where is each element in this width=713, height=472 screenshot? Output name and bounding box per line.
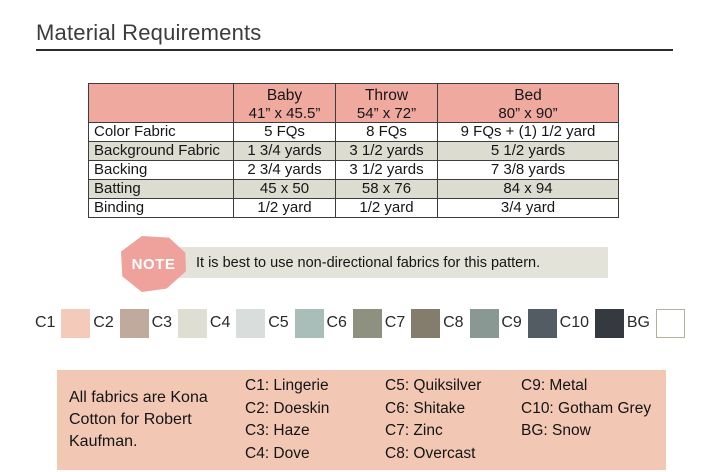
row-label: Background Fabric: [88, 141, 234, 161]
swatch-item-c5: C5: [268, 308, 324, 338]
swatch-item-c4: C4: [209, 308, 266, 338]
swatch-item-c8: C8: [443, 308, 499, 338]
fabric-legend-box: All fabrics are Kona Cotton for Robert K…: [57, 370, 666, 470]
row-label: Backing: [88, 160, 234, 180]
cell-baby: 2 3/4 yards: [233, 160, 336, 180]
swatch-item-c10: C10: [559, 308, 625, 338]
legend-entry: C6: Shitake: [385, 399, 466, 417]
swatch-color-c9: [527, 308, 557, 338]
page-title: Material Requirements: [36, 20, 262, 45]
swatch-label: BG: [626, 314, 650, 331]
swatch-color-c7: [411, 308, 441, 338]
swatch-color-c4: [236, 308, 266, 338]
note-text: It is best to use non-directional fabric…: [196, 254, 541, 271]
swatch-label: C9: [501, 314, 522, 331]
cell-bed: 5 1/2 yards: [437, 141, 619, 161]
cell-throw: 8 FQs: [335, 122, 438, 142]
swatch-label: C3: [151, 314, 173, 331]
cell-throw: 58 x 76: [335, 179, 438, 199]
column-size-baby: 41” x 45.5”: [248, 105, 321, 122]
table-row-background-fabric: Background Fabric 1 3/4 yards 3 1/2 yard…: [88, 141, 619, 161]
note-badge-label: NOTE: [131, 255, 176, 273]
legend-entry: C7: Zinc: [385, 422, 443, 439]
cell-baby: 45 x 50: [233, 179, 336, 199]
row-label: Color Fabric: [88, 122, 234, 142]
swatch-item-c1: C1: [35, 308, 91, 338]
table-row-batting: Batting 45 x 50 58 x 76 84 x 94: [88, 179, 619, 199]
legend-entry: C5: Quiksilver: [385, 377, 482, 394]
cell-bed: 84 x 94: [437, 179, 619, 199]
swatch-item-c2: C2: [93, 308, 149, 338]
note-bar: It is best to use non-directional fabric…: [173, 247, 608, 278]
swatch-label: C1: [35, 314, 56, 331]
swatch-item-c6: C6: [326, 308, 382, 338]
legend-intro: All fabrics are Kona Cotton for Robert K…: [69, 389, 208, 450]
header-cell-throw: Throw 54” x 72”: [335, 83, 438, 123]
column-name-bed: Bed: [514, 87, 542, 104]
legend-entry: C4: Dove: [245, 444, 310, 462]
swatch-label: C10: [559, 314, 590, 331]
row-label: Binding: [88, 198, 234, 218]
swatch-label: C6: [326, 314, 347, 331]
legend-entry: C1: Lingerie: [245, 377, 329, 394]
swatch-color-bg: [656, 308, 685, 338]
swatch-label: C4: [209, 314, 231, 331]
legend-column-1: C1: Lingerie C2: Doeskin C3: Haze C4: Do…: [245, 375, 329, 465]
column-size-bed: 80” x 90”: [498, 105, 558, 122]
legend-column-3: C9: Metal C10: Gotham Grey BG: Snow: [521, 375, 651, 443]
cell-throw: 1/2 yard: [335, 198, 438, 218]
column-size-throw: 54” x 72”: [356, 105, 417, 122]
title-underline: [36, 49, 673, 51]
fabric-swatch-row: C1 C2 C3 C4 C5 C6 C7 C8: [35, 308, 685, 338]
material-requirements-table: Baby 41” x 45.5” Throw 54” x 72” Bed 80”…: [88, 83, 619, 218]
row-label: Batting: [88, 179, 234, 199]
swatch-label: C5: [268, 314, 289, 331]
swatch-label: C7: [384, 314, 406, 331]
swatch-color-c6: [352, 308, 382, 338]
legend-entry: C8: Overcast: [385, 444, 476, 462]
cell-bed: 7 3/8 yards: [437, 160, 619, 180]
table-row-color-fabric: Color Fabric 5 FQs 8 FQs 9 FQs + (1) 1/2…: [88, 122, 619, 142]
swatch-label: C8: [443, 314, 464, 331]
swatch-item-bg: BG: [626, 308, 685, 338]
table-header-row: Baby 41” x 45.5” Throw 54” x 72” Bed 80”…: [88, 83, 619, 123]
cell-bed: 3/4 yard: [437, 198, 619, 218]
header-cell-baby: Baby 41” x 45.5”: [233, 83, 336, 123]
swatch-item-c3: C3: [151, 308, 208, 338]
swatch-color-c3: [178, 308, 208, 338]
swatch-color-c1: [61, 308, 91, 338]
legend-entry: C3: Haze: [245, 422, 310, 439]
legend-column-2: C5: Quiksilver C6: Shitake C7: Zinc C8: …: [385, 375, 481, 465]
swatch-item-c9: C9: [501, 308, 557, 338]
swatch-label: C2: [93, 314, 114, 331]
swatch-color-c2: [119, 308, 149, 338]
cell-bed: 9 FQs + (1) 1/2 yard: [437, 122, 619, 142]
cell-throw: 3 1/2 yards: [335, 141, 438, 161]
note-badge: NOTE: [121, 236, 186, 292]
legend-entry: BG: Snow: [521, 422, 591, 439]
cell-baby: 1 3/4 yards: [233, 141, 336, 161]
column-name-throw: Throw: [364, 87, 409, 104]
table-row-binding: Binding 1/2 yard 1/2 yard 3/4 yard: [88, 198, 619, 218]
swatch-color-c5: [294, 308, 324, 338]
table-row-backing: Backing 2 3/4 yards 3 1/2 yards 7 3/8 ya…: [88, 160, 619, 180]
cell-baby: 5 FQs: [233, 122, 336, 142]
swatch-item-c7: C7: [384, 308, 441, 338]
legend-entry: C10: Gotham Grey: [521, 399, 652, 417]
cell-baby: 1/2 yard: [233, 198, 336, 218]
header-cell-bed: Bed 80” x 90”: [437, 83, 619, 123]
swatch-color-c8: [469, 308, 499, 338]
column-name-baby: Baby: [266, 87, 303, 104]
cell-throw: 3 1/2 yards: [335, 160, 438, 180]
swatch-color-c10: [595, 308, 625, 338]
legend-entry: C9: Metal: [521, 377, 588, 394]
header-cell-empty: [88, 83, 234, 123]
legend-entry: C2: Doeskin: [245, 399, 330, 417]
